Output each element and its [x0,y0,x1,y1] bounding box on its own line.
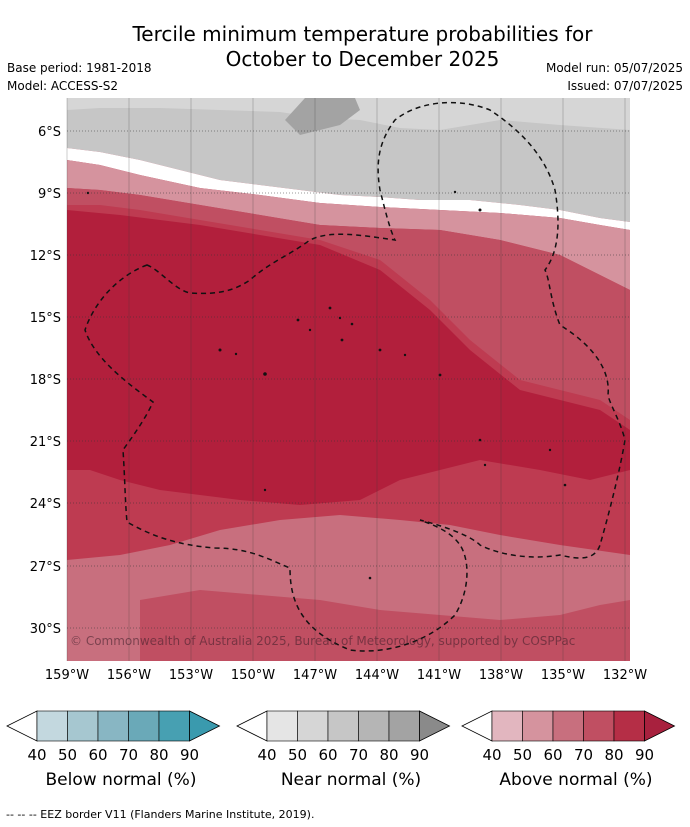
meta-left: Base period: 1981-2018 Model: ACCESS-S2 [7,59,152,95]
base-period: Base period: 1981-2018 [7,61,152,75]
colorbar-tick: 80 [149,746,169,764]
colorbar-tick: 50 [512,746,533,764]
colorbar-segment [491,710,523,742]
colorbar-lower-arrow [6,710,38,742]
colorbar-tick: 60 [318,746,338,764]
title-line-1: Tercile minimum temperature probabilitie… [132,22,593,46]
colorbar-above-normal: 40 50 60 70 80 90 Above normal (%) [461,708,690,798]
lat-label: 6°S [38,125,61,140]
model-name: Model: ACCESS-S2 [7,79,119,93]
colorbar-tick: 50 [287,746,308,764]
colorbar-segment [266,710,298,742]
colorbar-svg [461,710,676,742]
lon-label: 153°W [169,668,213,683]
title-line-2: October to December 2025 [225,47,500,71]
graticule [66,98,630,661]
lat-label: 12°S [30,249,61,264]
colorbar-lower-arrow [461,710,493,742]
colorbar-near-normal: 40 50 60 70 80 90 Near normal (%) [236,708,466,798]
colorbar-tick: 40 [482,746,502,764]
near-normal-region [67,98,630,222]
colorbar-segment [388,710,420,742]
transition-band [67,148,630,230]
lon-label: 156°W [107,668,151,683]
colorbar-tick: 50 [57,746,78,764]
colorbar-tick: 70 [118,746,139,764]
colorbar-tick: 80 [604,746,624,764]
lon-label: 144°W [355,668,399,683]
colorbar-tick: 70 [348,746,369,764]
longitude-labels: 159°W 156°W 153°W 150°W 147°W 144°W 141°W 138°W… [45,668,647,683]
colorbar-below-normal: 40 50 60 70 80 90 Below normal (%) [6,708,236,798]
lat-label: 9°S [38,187,61,202]
colorbar-segment [522,710,554,742]
colorbar-ticks: 40 50 60 70 80 90 [461,746,690,766]
colorbar-upper-arrow [189,710,221,742]
islands [86,190,567,580]
lat-label: 24°S [30,497,61,512]
colorbar-upper-arrow [644,710,676,742]
colorbar-ticks: 40 50 60 70 80 90 [236,746,466,766]
colorbar-tick: 60 [543,746,563,764]
above-normal-80 [67,210,630,505]
colorbar-segment [358,710,390,742]
colorbar-tick: 60 [88,746,108,764]
lon-label: 132°W [603,668,647,683]
colorbar-segment [128,710,160,742]
colorbar-segment [97,710,129,742]
colorbar-ticks: 40 50 60 70 80 90 [6,746,236,766]
colorbar-segment [36,710,68,742]
lon-label: 159°W [45,668,89,683]
lat-label: 30°S [30,622,61,637]
lon-label: 150°W [231,668,275,683]
colorbar-tick: 90 [634,746,655,764]
colorbar-label: Above normal (%) [499,770,653,790]
lat-label: 27°S [30,560,61,575]
colorbar-segment [552,710,584,742]
near-normal-dark-patch [285,98,360,135]
lat-label: 18°S [30,373,61,388]
above-normal-south-inner [140,590,630,661]
colorbar-segment [67,710,99,742]
lon-label: 147°W [293,668,337,683]
copyright-notice: © Commonwealth of Australia 2025, Bureau… [70,634,576,648]
colorbar-tick: 70 [573,746,594,764]
colorbar-tick: 90 [409,746,430,764]
map-field [67,98,630,661]
lon-label: 138°W [479,668,523,683]
colorbar-tick: 40 [27,746,47,764]
colorbar-segment [327,710,359,742]
lon-label: 135°W [541,668,585,683]
eez-legend-footer: -- -- -- EEZ border V11 (Flanders Marine… [6,808,315,821]
meta-right: Model run: 05/07/2025 Issued: 07/07/2025 [546,59,683,95]
colorbar-label: Near normal (%) [280,770,422,790]
colorbar-segment [158,710,190,742]
map-title: Tercile minimum temperature probabilitie… [0,22,690,72]
lat-label: 21°S [30,435,61,450]
model-run: Model run: 05/07/2025 [545,61,683,75]
colorbar-segment [297,710,329,742]
colorbar-tick: 80 [379,746,399,764]
colorbar-tick: 40 [257,746,277,764]
probability-map[interactable]: 6°S 9°S 12°S 15°S 18°S 21°S 24°S 27°S 30°S 159°W… [0,0,690,700]
above-normal-70 [67,188,630,420]
colorbar-svg [236,710,451,742]
colorbar-segment [613,710,645,742]
colorbar-svg [6,710,221,742]
lat-label: 15°S [30,311,61,326]
above-normal-60 [67,160,630,290]
lon-label: 141°W [417,668,461,683]
colorbar-tick: 90 [179,746,200,764]
colorbar-segment [583,710,615,742]
latitude-labels: 6°S 9°S 12°S 15°S 18°S 21°S 24°S 27°S 30°S [30,125,61,637]
issued-date: Issued: 07/07/2025 [567,79,683,93]
colorbar-label: Below normal (%) [45,770,197,790]
colorbar-upper-arrow [419,710,451,742]
colorbar-lower-arrow [236,710,268,742]
